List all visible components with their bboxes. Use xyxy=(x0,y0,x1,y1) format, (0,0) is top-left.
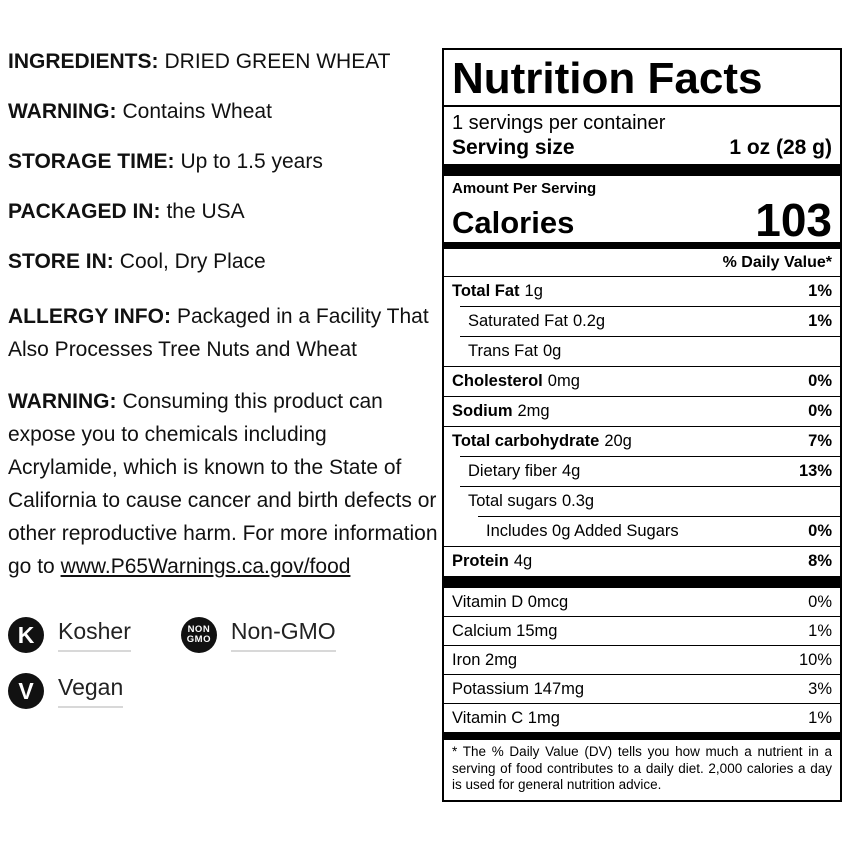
nutrition-row-vitamin-d: Vitamin D 0mcg 0% xyxy=(444,588,840,616)
non-gmo-icon-line2: GMO xyxy=(186,634,211,645)
servings-per-container: 1 servings per container xyxy=(452,112,666,134)
packaged-in-line: PACKAGED IN: the USA xyxy=(8,200,438,224)
nutrient-name: Calcium 15mg xyxy=(452,621,558,640)
calories-value: 103 xyxy=(755,194,832,246)
nutrition-row-potassium: Potassium 147mg 3% xyxy=(444,674,840,703)
packaged-in-value: the USA xyxy=(166,200,245,223)
non-gmo-label: Non-GMO xyxy=(230,618,336,652)
warning-line: WARNING: Contains Wheat xyxy=(8,100,438,124)
allergy-info-value: Packaged in a Facility That Also Process… xyxy=(8,305,429,361)
nutrient-dv: 0% xyxy=(808,402,832,420)
prop65-link[interactable]: www.P65Warnings.ca.gov/food xyxy=(60,555,351,578)
nutrient-dv: 0% xyxy=(808,522,832,540)
kosher-icon: K xyxy=(8,617,44,653)
nutrient-name: Total carbohydrate 20g xyxy=(452,432,632,450)
badge-row-1: K Kosher NON GMO Non-GMO xyxy=(8,617,438,653)
separator-bar-thick xyxy=(444,164,840,176)
nutrient-name: Vitamin D 0mcg xyxy=(452,592,569,611)
nutrient-dv: 7% xyxy=(808,432,832,450)
prop65-warning-paragraph: WARNING: Consuming this product can expos… xyxy=(8,385,438,583)
nutrient-name: Total Fat 1g xyxy=(452,282,543,300)
nutrient-dv: 3% xyxy=(808,679,832,698)
nutrition-row-total-sugars: Total sugars 0.3g xyxy=(460,486,840,516)
nutrition-row-cholesterol: Cholesterol 0mg 0% xyxy=(444,366,840,396)
nutrition-row-dietary-fiber: Dietary fiber 4g 13% xyxy=(460,456,840,486)
allergy-info-label: ALLERGY INFO: xyxy=(8,305,171,328)
nutrition-row-calcium: Calcium 15mg 1% xyxy=(444,616,840,645)
kosher-label: Kosher xyxy=(58,618,131,652)
ingredients-label: INGREDIENTS: xyxy=(8,50,159,73)
nutrition-row-protein: Protein 4g 8% xyxy=(444,546,840,576)
nutrition-row-saturated-fat: Saturated Fat 0.2g 1% xyxy=(460,306,840,336)
store-in-label: STORE IN: xyxy=(8,250,114,273)
nutrient-name: Potassium 147mg xyxy=(452,679,585,698)
storage-time-line: STORAGE TIME: Up to 1.5 years xyxy=(8,150,438,174)
nutrient-dv: 13% xyxy=(798,462,832,480)
nutrient-name: Iron 2mg xyxy=(452,650,518,669)
badge-row-2: V Vegan xyxy=(8,673,438,709)
nutrition-row-total-carbohydrate: Total carbohydrate 20g 7% xyxy=(444,426,840,456)
nutrition-facts-title: Nutrition Facts xyxy=(452,54,763,103)
calories-row: Calories 103 xyxy=(452,194,832,246)
packaged-in-label: PACKAGED IN: xyxy=(8,200,161,223)
nutrient-name: Trans Fat 0g xyxy=(468,342,562,360)
prop65-warning-value: Consuming this product can expose you to… xyxy=(8,390,438,578)
nutrient-dv: 8% xyxy=(808,552,832,570)
nutrition-row-trans-fat: Trans Fat 0g xyxy=(460,336,840,366)
prop65-warning-label: WARNING: xyxy=(8,390,117,413)
nutrient-name: Cholesterol 0mg xyxy=(452,372,580,390)
store-in-value: Cool, Dry Place xyxy=(119,250,266,273)
serving-size-label: Serving size xyxy=(452,136,575,159)
nutrition-row-added-sugars: Includes 0g Added Sugars 0% xyxy=(478,516,840,546)
store-in-line: STORE IN: Cool, Dry Place xyxy=(8,250,438,274)
serving-size-value: 1 oz (28 g) xyxy=(729,136,832,159)
ingredients-value: DRIED GREEN WHEAT xyxy=(164,50,391,73)
certification-badges: K Kosher NON GMO Non-GMO V Vegan xyxy=(8,617,438,709)
nutrient-dv: 10% xyxy=(798,650,832,669)
nutrient-dv: 0% xyxy=(808,592,832,611)
separator-bar-bottom xyxy=(444,732,840,740)
non-gmo-badge: NON GMO Non-GMO xyxy=(180,617,336,653)
nutrient-dv: 1% xyxy=(808,312,832,330)
nutrient-name: Total sugars 0.3g xyxy=(468,492,595,510)
daily-value-footnote: * The % Daily Value (DV) tells you how m… xyxy=(452,744,832,792)
non-gmo-icon: NON GMO xyxy=(180,617,217,653)
kosher-badge: K Kosher xyxy=(8,617,131,653)
storage-time-label: STORAGE TIME: xyxy=(8,150,175,173)
vegan-badge: V Vegan xyxy=(8,673,124,709)
storage-time-value: Up to 1.5 years xyxy=(180,150,323,173)
separator-bar-thick xyxy=(444,576,840,588)
nutrient-dv: 1% xyxy=(808,708,832,727)
nutrient-name: Sodium 2mg xyxy=(452,402,550,420)
nutrient-name: Dietary fiber 4g xyxy=(468,462,581,480)
allergy-info-paragraph: ALLERGY INFO: Packaged in a Facility That… xyxy=(8,300,438,366)
vegan-icon: V xyxy=(8,673,44,709)
title-divider xyxy=(444,105,840,107)
ingredients-line: INGREDIENTS: DRIED GREEN WHEAT xyxy=(8,50,438,74)
nutrient-name: Protein 4g xyxy=(452,552,533,570)
amount-per-serving: Amount Per Serving xyxy=(452,180,597,197)
nutrient-dv: 0% xyxy=(808,372,832,390)
vegan-label: Vegan xyxy=(58,674,124,708)
daily-value-header: % Daily Value* xyxy=(444,249,840,277)
nutrient-name: Saturated Fat 0.2g xyxy=(468,312,606,330)
calories-label: Calories xyxy=(452,205,575,240)
nutrient-dv: 1% xyxy=(808,621,832,640)
nutrition-row-vitamin-c: Vitamin C 1mg 1% xyxy=(444,703,840,732)
nutrient-name: Vitamin C 1mg xyxy=(452,708,560,727)
warning-label: WARNING: xyxy=(8,100,117,123)
non-gmo-icon-line1: NON xyxy=(187,624,211,635)
nutrition-row-iron: Iron 2mg 10% xyxy=(444,645,840,674)
product-info-column: INGREDIENTS: DRIED GREEN WHEAT WARNING: Co… xyxy=(8,50,438,729)
nutrition-row-total-fat: Total Fat 1g 1% xyxy=(444,277,840,306)
nutrition-row-sodium: Sodium 2mg 0% xyxy=(444,396,840,426)
nutrition-facts-panel: Nutrition Facts 1 servings per container… xyxy=(442,48,842,802)
separator-bar-medium xyxy=(444,242,840,249)
warning-value: Contains Wheat xyxy=(122,100,272,123)
nutrient-name: Includes 0g Added Sugars xyxy=(486,522,679,540)
nutrient-dv: 1% xyxy=(808,282,832,300)
serving-size-row: Serving size 1 oz (28 g) xyxy=(452,136,832,164)
